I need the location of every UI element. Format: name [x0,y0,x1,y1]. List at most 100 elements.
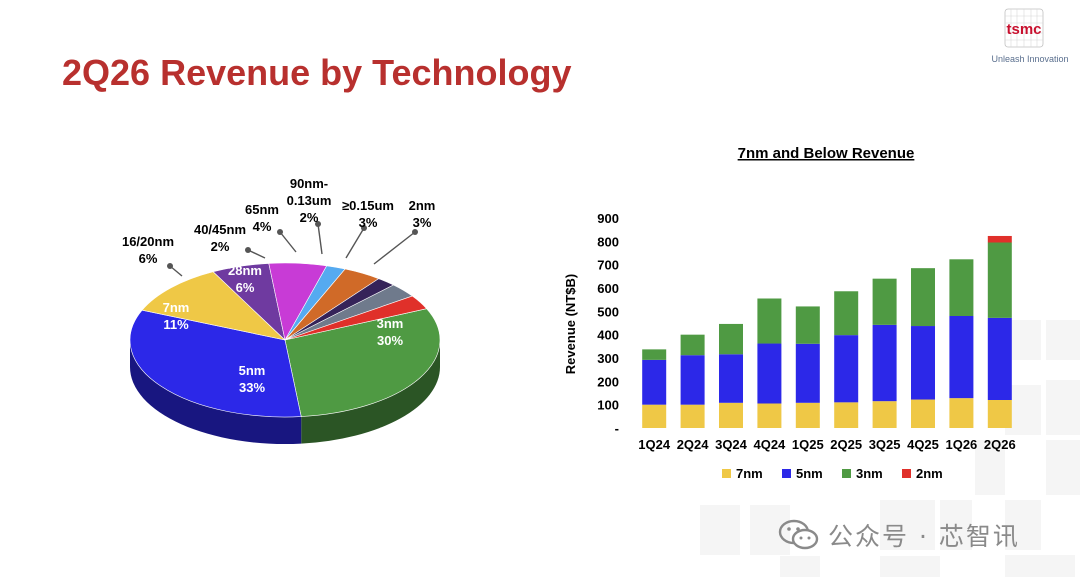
legend-label-2nm: 2nm [916,466,943,481]
page-title: 2Q26 Revenue by Technology [62,52,572,93]
legend-swatch-5nm [782,469,791,478]
pie-side-5nm [130,340,302,444]
bar-5nm-4Q24 [757,343,782,404]
bar-axes: - 100 200 300 400 500 600 700 800 900 1Q24 2Q24 3Q24… [597,211,1015,452]
pie-label-pct: 11% [163,317,189,332]
x-tick-label: 1Q26 [945,437,977,452]
pie-label-name: 90nm- [290,176,328,191]
wechat-icon [778,519,819,550]
bar-bars [642,235,1012,428]
y-tick-label: 200 [597,374,619,389]
legend-label-5nm: 5nm [796,466,823,481]
pie-leader-dot [361,225,367,231]
pie-label-pct: 30% [377,333,403,348]
bar-7nm-1Q25 [795,402,820,428]
y-tick-label: 800 [597,234,619,249]
pie-leader-dot [412,229,418,235]
pie-leader-line [247,249,266,259]
pie-label-pct: 2% [211,239,230,254]
legend-swatch-3nm [842,469,851,478]
bar-2nm-2Q26 [987,235,1012,243]
pie-leader-line [279,231,297,253]
bar-3nm-2Q25 [834,291,859,336]
pie-label-name: 0.13um [287,193,332,208]
pie-leader-dot [277,229,283,235]
y-tick-label: 700 [597,258,619,273]
bar-7nm-4Q25 [911,399,935,428]
legend-label-7nm: 7nm [736,466,763,481]
bar-3nm-4Q24 [757,298,782,344]
y-tick-label: 100 [597,398,619,413]
pie-side-3nm [301,340,440,444]
x-tick-label: 1Q25 [792,437,824,452]
watermark-text: 公众号 · 芯智讯 [828,522,1020,551]
bar-7nm-1Q26 [949,398,974,428]
pie-leader-line [345,227,365,259]
x-tick-label: 2Q25 [830,437,862,452]
watermark: 公众号 · 芯智讯 [778,517,1068,553]
legend-swatch-7nm [722,469,731,478]
y-tick-label: 600 [597,281,619,296]
y-tick-label: 300 [597,351,619,366]
bar-7nm-2Q26 [987,400,1012,428]
x-tick-label: 3Q25 [869,437,901,452]
pie-label-pct: 3% [413,215,432,230]
pie-label-pct: 33% [239,380,265,395]
tsmc-logo: tsmc [1004,8,1044,48]
bar-7nm-4Q24 [757,403,782,428]
legend-swatch-2nm [902,469,911,478]
pie-leader-dot [245,247,251,253]
bar-3nm-3Q24 [719,323,743,355]
pie-slice-2nm [284,295,428,341]
bar-3nm-3Q25 [872,278,897,325]
y-tick-label: 900 [597,211,619,226]
pie-labels-group: 3nm 30% 5nm 33% 7nm 11% 16/20nm 6% 28nm 6% 40/45nm… [122,176,435,395]
pie-slice-5nm [129,309,302,418]
pie-side-group [130,340,440,444]
x-tick-label: 1Q24 [638,437,671,452]
x-tick-label: 3Q24 [715,437,748,452]
bar-5nm-2Q24 [680,355,705,405]
pie-slice-3nm [284,308,441,417]
pie-label-name: 40/45nm [194,222,246,237]
y-axis-label: Revenue (NT$B) [563,274,578,374]
pie-label-name: ≥0.15um [342,198,394,213]
logo-text: tsmc [1006,21,1041,38]
legend-label-3nm: 3nm [856,466,883,481]
bar-7nm-1Q24 [642,404,667,428]
bar-3nm-1Q24 [642,349,667,360]
bar-3nm-1Q26 [949,259,974,316]
pie-top-group [129,262,441,418]
slogan: Unleash Innovation [991,54,1069,64]
y-tick-label: 400 [597,328,619,343]
bar-5nm-2Q25 [834,335,859,403]
pie-label-name: 5nm [239,363,266,378]
pie-leader-line [373,231,416,265]
bar-3nm-2Q24 [680,334,705,356]
pie-leader-dot [167,263,173,269]
pie-label-pct: 6% [139,251,158,266]
bar-5nm-2Q26 [987,317,1012,400]
pie-label-name: 3nm [377,316,404,331]
pie-label-pct: 3% [359,215,378,230]
y-tick-label: - [615,421,619,436]
bar-3nm-1Q25 [795,306,820,344]
bar-7nm-3Q24 [719,402,743,428]
bar-5nm-1Q25 [795,343,820,403]
x-tick-label: 4Q24 [753,437,786,452]
pie-label-name: 2nm [409,198,436,213]
bar-5nm-1Q24 [642,359,667,405]
bar-5nm-4Q25 [911,326,935,400]
pie-leader-line [317,223,323,255]
pie-label-pct: 2% [300,210,319,225]
x-tick-label: 4Q25 [907,437,939,452]
pie-label-pct: 4% [253,219,272,234]
pie-label-pct: 6% [236,280,255,295]
pie-label-name: 7nm [163,300,190,315]
x-tick-label: 2Q26 [984,437,1016,452]
bar-legend: 7nm 5nm 3nm 2nm [722,466,943,481]
bar-chart-title: 7nm and Below Revenue [738,145,915,162]
bar-5nm-3Q25 [872,324,897,402]
bar-7nm-2Q24 [680,404,705,428]
